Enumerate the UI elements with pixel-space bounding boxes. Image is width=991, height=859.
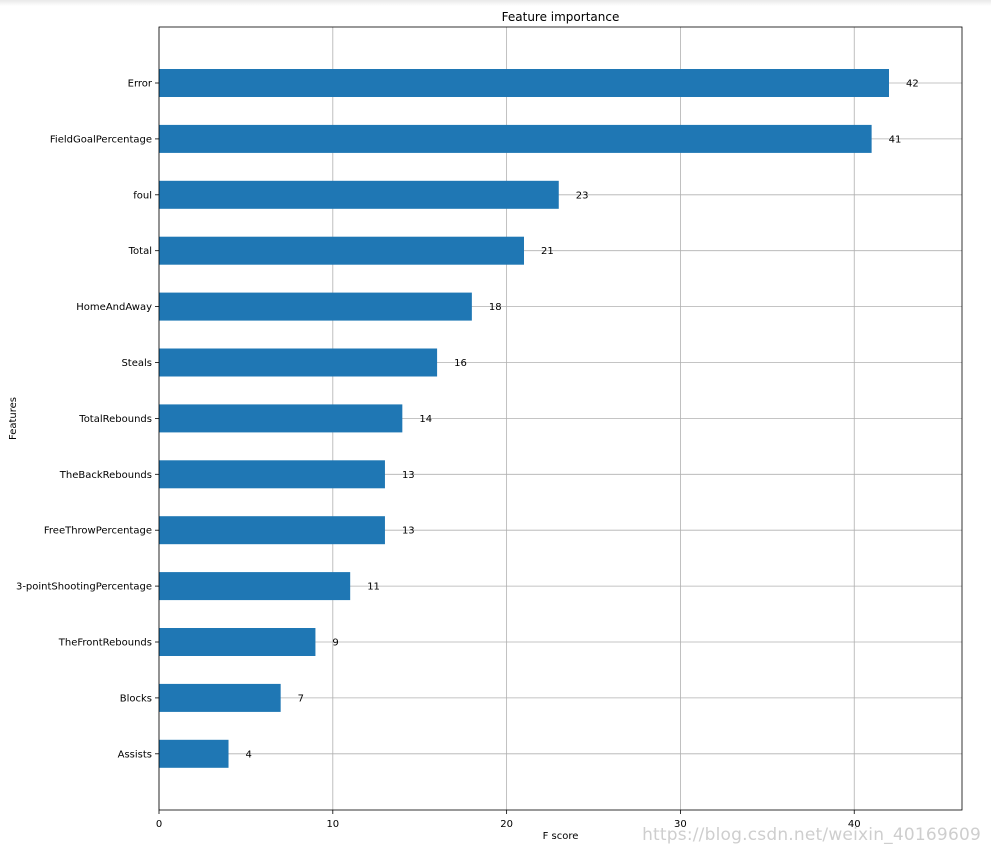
- bar-FieldGoalPercentage: [159, 125, 872, 153]
- value-label: 42: [906, 79, 919, 90]
- y-tick-label: foul: [133, 190, 152, 201]
- bar-Total: [159, 237, 524, 265]
- value-label: 7: [298, 693, 304, 704]
- value-label: 16: [454, 358, 467, 369]
- value-label: 9: [332, 638, 338, 649]
- chart-title: Feature importance: [502, 10, 620, 24]
- y-tick-label: Assists: [118, 749, 152, 760]
- value-label: 23: [576, 190, 589, 201]
- y-axis: Error FieldGoalPercentage foul Total HomeAnd…: [16, 79, 159, 761]
- value-label: 4: [246, 749, 252, 760]
- x-tick-label: 0: [156, 819, 162, 830]
- bar-TotalRebounds: [159, 404, 402, 432]
- value-label: 13: [402, 526, 415, 537]
- value-label: 41: [889, 134, 902, 145]
- bar-HomeAndAway: [159, 293, 472, 321]
- bar-foul: [159, 181, 559, 209]
- bar-TheFrontRebounds: [159, 628, 315, 656]
- y-axis-label: Features: [8, 397, 19, 440]
- y-tick-label: Blocks: [120, 693, 152, 704]
- x-tick-label: 10: [326, 819, 339, 830]
- x-axis-label: F score: [543, 831, 579, 842]
- y-tick-label: HomeAndAway: [76, 302, 152, 313]
- y-tick-label: Steals: [121, 358, 152, 369]
- value-label: 21: [541, 246, 554, 257]
- x-tick-label: 20: [500, 819, 513, 830]
- value-label: 18: [489, 302, 502, 313]
- y-tick-label: TheFrontRebounds: [58, 638, 152, 649]
- bar-FreeThrowPercentage: [159, 516, 385, 544]
- value-label: 11: [367, 582, 380, 593]
- y-tick-label: FieldGoalPercentage: [50, 134, 152, 145]
- y-tick-label: Error: [128, 79, 153, 90]
- y-tick-label: 3-pointShootingPercentage: [16, 582, 152, 593]
- bar-3-pointShootingPercentage: [159, 572, 350, 600]
- y-tick-label: Total: [128, 246, 152, 257]
- y-tick-label: TotalRebounds: [78, 414, 152, 425]
- bar-TheBackRebounds: [159, 460, 385, 488]
- value-label: 13: [402, 470, 415, 481]
- bar-Blocks: [159, 684, 281, 712]
- y-tick-label: FreeThrowPercentage: [44, 526, 152, 537]
- y-tick-label: TheBackRebounds: [59, 470, 152, 481]
- bar-Error: [159, 69, 889, 97]
- bar-Assists: [159, 740, 229, 768]
- bar-Steals: [159, 349, 437, 377]
- watermark: https://blog.csdn.net/weixin_40169609: [642, 825, 981, 845]
- value-label: 14: [419, 414, 432, 425]
